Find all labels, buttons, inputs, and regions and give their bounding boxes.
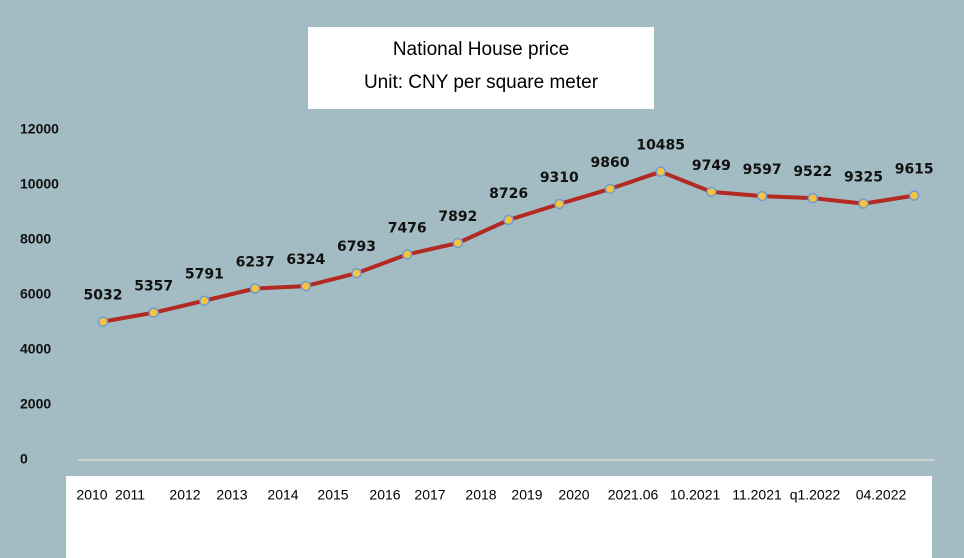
x-tick-label: 2018	[465, 487, 496, 503]
marker	[148, 307, 159, 318]
x-tick-label: 2021.06	[608, 487, 659, 503]
marker	[858, 198, 869, 209]
chart-subtitle: Unit: CNY per square meter	[364, 72, 599, 93]
marker	[807, 192, 819, 204]
marker	[401, 249, 413, 260]
data-label: 9310	[540, 170, 579, 186]
y-tick-label: 6000	[20, 286, 51, 302]
data-label: 7892	[438, 209, 477, 225]
marker	[97, 316, 109, 327]
marker	[908, 190, 920, 201]
x-tick-label: 2010	[76, 487, 107, 503]
marker	[655, 166, 666, 177]
x-tick-label: 2015	[317, 487, 348, 503]
y-tick-label: 4000	[20, 341, 51, 357]
x-tick-label: 10.2021	[670, 487, 721, 503]
x-tick-label: 2019	[511, 487, 542, 503]
y-tick-label: 10000	[20, 176, 59, 192]
y-tick-label: 8000	[20, 231, 51, 247]
x-tick-label: 11.2021	[732, 487, 782, 503]
data-label: 7476	[388, 220, 427, 236]
data-label: 10485	[636, 138, 685, 154]
title-box	[308, 27, 654, 109]
data-label: 9860	[591, 155, 630, 171]
x-tick-label: 2012	[169, 487, 200, 503]
data-label: 9615	[895, 162, 934, 178]
x-tick-label: 2016	[369, 487, 400, 503]
data-label: 6237	[236, 254, 275, 270]
marker	[452, 237, 464, 249]
data-label: 9325	[844, 170, 883, 186]
marker	[554, 198, 565, 210]
data-label: 9749	[692, 158, 731, 174]
data-label: 9522	[793, 164, 832, 180]
data-label: 5032	[84, 288, 123, 304]
data-label: 5791	[185, 267, 224, 283]
data-label: 9597	[743, 162, 782, 178]
x-tick-label: 2020	[558, 487, 589, 503]
marker	[351, 267, 362, 279]
x-tick-label: 2017	[414, 487, 445, 503]
x-tick-label: 04.2022	[856, 487, 907, 503]
x-tick-label: 2014	[267, 487, 298, 503]
x-tick-label: 2013	[216, 487, 247, 503]
data-label: 8726	[489, 186, 528, 202]
marker	[706, 186, 717, 198]
x-label-box	[66, 476, 932, 558]
data-label: 6793	[337, 239, 376, 255]
x-tick-label: q1.2022	[790, 487, 841, 503]
marker	[604, 183, 616, 195]
data-label: 5357	[134, 279, 173, 295]
marker	[249, 283, 261, 294]
y-tick-label: 12000	[20, 121, 59, 137]
y-tick-label: 2000	[20, 396, 51, 412]
y-tick-label: 0	[20, 451, 28, 467]
marker	[199, 295, 210, 306]
data-label: 6324	[286, 252, 325, 268]
chart-title: National House price	[393, 39, 569, 60]
x-tick-label: 2011	[115, 487, 145, 503]
marker	[503, 214, 514, 226]
marker	[756, 190, 768, 202]
marker	[300, 280, 312, 292]
